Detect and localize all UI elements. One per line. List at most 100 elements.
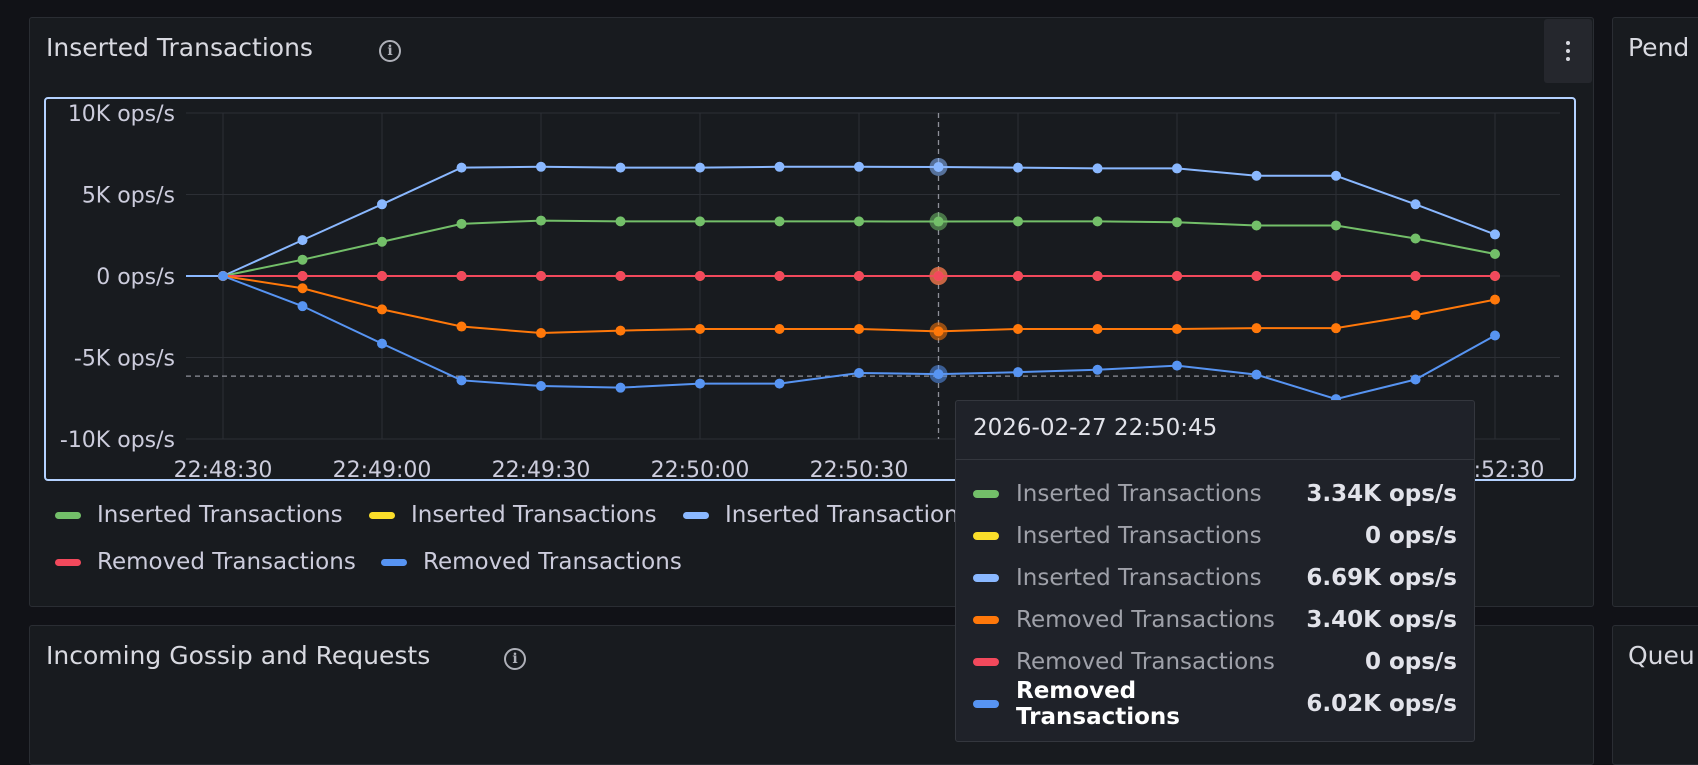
tooltip-row: Inserted Transactions 6.69K ops/s bbox=[973, 561, 1457, 595]
legend-label: Inserted Transactions bbox=[725, 502, 971, 528]
legend-item[interactable]: Removed Transactions bbox=[55, 549, 356, 575]
data-point bbox=[1092, 216, 1103, 227]
panel-menu-button[interactable] bbox=[1544, 19, 1592, 83]
data-point bbox=[774, 161, 785, 172]
data-point bbox=[695, 216, 705, 227]
x-tick-label: 22:49:30 bbox=[492, 458, 591, 483]
data-point bbox=[218, 271, 228, 281]
tooltip-swatch bbox=[973, 616, 999, 624]
tooltip-row: Inserted Transactions 3.34K ops/s bbox=[973, 477, 1457, 511]
data-point bbox=[456, 271, 467, 281]
data-point bbox=[456, 162, 467, 173]
data-point bbox=[377, 338, 387, 349]
data-point bbox=[536, 328, 546, 339]
data-point bbox=[1410, 374, 1421, 385]
data-point bbox=[1092, 323, 1103, 334]
data-point bbox=[297, 235, 308, 246]
tooltip-series-name: Removed Transactions bbox=[1016, 678, 1180, 730]
data-point bbox=[1092, 163, 1103, 174]
data-point bbox=[536, 161, 546, 172]
data-point bbox=[774, 271, 785, 281]
data-point bbox=[854, 367, 864, 378]
data-point bbox=[1490, 229, 1500, 240]
data-point bbox=[536, 381, 546, 392]
data-point bbox=[1490, 330, 1500, 341]
time-series-chart[interactable]: 10K ops/s 5K ops/s 0 ops/s -5K ops/s -10K op… bbox=[0, 0, 1698, 742]
tooltip-series-value: 0 ops/s bbox=[1364, 649, 1457, 675]
panel-title: Incoming Gossip and Requests bbox=[46, 641, 431, 670]
tooltip-series-name: Removed Transactions bbox=[1016, 649, 1275, 675]
legend-item[interactable]: Inserted Transactions bbox=[683, 502, 971, 528]
data-point bbox=[854, 161, 864, 172]
tooltip-series-name: Inserted Transactions bbox=[1016, 523, 1262, 549]
legend-label: Removed Transactions bbox=[423, 549, 682, 575]
x-tick-label: 22:49:00 bbox=[333, 458, 432, 483]
legend-swatch bbox=[369, 511, 395, 519]
legend-item[interactable]: Removed Transactions bbox=[381, 549, 682, 575]
data-point bbox=[695, 162, 705, 173]
tooltip-row-active: Removed Transactions 6.02K ops/s bbox=[973, 678, 1457, 730]
data-point bbox=[456, 321, 467, 332]
data-point bbox=[774, 378, 785, 389]
data-point bbox=[1490, 271, 1500, 281]
data-point bbox=[1013, 367, 1023, 378]
data-point bbox=[1172, 163, 1182, 174]
data-point bbox=[377, 236, 387, 247]
data-point bbox=[774, 216, 785, 227]
data-point bbox=[1331, 220, 1341, 231]
data-point bbox=[1172, 323, 1182, 334]
panel-title: Queu bbox=[1628, 641, 1695, 670]
legend-item[interactable]: Inserted Transactions bbox=[55, 502, 343, 528]
data-point bbox=[615, 162, 626, 173]
data-point bbox=[1013, 162, 1023, 173]
x-tick-label: 22:50:30 bbox=[810, 458, 909, 483]
data-point bbox=[456, 218, 467, 229]
legend-swatch bbox=[683, 511, 709, 519]
tooltip-series-value: 6.02K ops/s bbox=[1306, 691, 1457, 717]
tooltip-timestamp: 2026-02-27 22:50:45 bbox=[973, 415, 1218, 441]
data-point bbox=[1251, 323, 1262, 334]
legend-label: Removed Transactions bbox=[97, 549, 356, 575]
tooltip-series-value: 6.69K ops/s bbox=[1306, 565, 1457, 591]
hover-tooltip: 2026-02-27 22:50:45 Inserted Transaction… bbox=[955, 400, 1475, 742]
data-point bbox=[1410, 199, 1421, 210]
data-point bbox=[1172, 271, 1182, 281]
info-icon[interactable]: i bbox=[379, 40, 401, 62]
data-point bbox=[1490, 294, 1500, 305]
hover-point bbox=[929, 267, 948, 285]
data-point bbox=[1331, 323, 1341, 334]
data-point bbox=[695, 323, 705, 334]
legend-item[interactable]: Inserted Transactions bbox=[369, 502, 657, 528]
data-point bbox=[1410, 271, 1421, 281]
tooltip-row: Removed Transactions 0 ops/s bbox=[973, 645, 1457, 679]
data-point bbox=[1410, 310, 1421, 321]
panel-title: Inserted Transactions bbox=[46, 33, 313, 62]
x-tick-label: 22:50:00 bbox=[651, 458, 750, 483]
legend-swatch bbox=[55, 558, 81, 566]
data-point bbox=[377, 304, 387, 315]
data-point bbox=[1172, 217, 1182, 228]
data-point bbox=[615, 271, 626, 281]
y-tick-label: 5K ops/s bbox=[82, 184, 175, 209]
kebab-dot-icon bbox=[1566, 41, 1570, 45]
legend-label: Inserted Transactions bbox=[411, 502, 657, 528]
data-point bbox=[1013, 271, 1023, 281]
chart-focus-frame bbox=[44, 97, 1576, 481]
data-point bbox=[536, 215, 546, 226]
data-point bbox=[1013, 216, 1023, 227]
data-point bbox=[536, 271, 546, 281]
data-point bbox=[1251, 369, 1262, 380]
data-point bbox=[854, 323, 864, 334]
data-point bbox=[695, 378, 705, 389]
hover-point bbox=[929, 157, 948, 176]
info-icon[interactable]: i bbox=[504, 648, 526, 670]
data-point bbox=[1331, 170, 1341, 181]
data-point bbox=[1251, 170, 1262, 181]
legend-label: Inserted Transactions bbox=[97, 502, 343, 528]
data-point bbox=[615, 382, 626, 393]
tooltip-swatch bbox=[973, 658, 999, 666]
data-point bbox=[1490, 248, 1500, 259]
y-tick-label: -10K ops/s bbox=[60, 428, 175, 453]
tooltip-row: Inserted Transactions 0 ops/s bbox=[973, 519, 1457, 553]
x-tick-label: 22:48:30 bbox=[174, 458, 273, 483]
